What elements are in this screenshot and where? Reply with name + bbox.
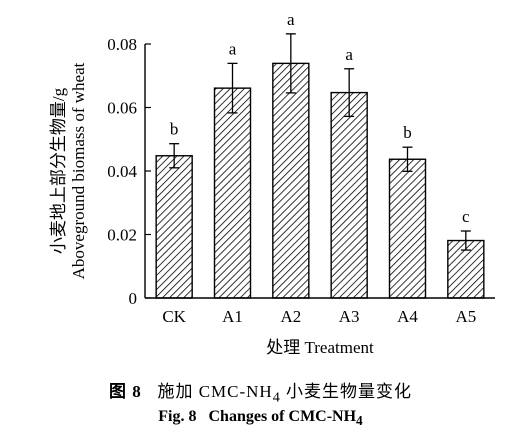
bar-a2 xyxy=(272,62,310,299)
x-tick-label-a5: A5 xyxy=(455,307,476,326)
y-tick-label: 0 xyxy=(129,289,138,308)
bar-ck xyxy=(155,155,193,299)
x-tick-label-a4: A4 xyxy=(397,307,418,326)
significance-label-a4: b xyxy=(403,123,412,142)
x-tick-label-a2: A2 xyxy=(280,307,301,326)
biomass-bar-chart: 0 0.02 0.04 0.06 0.08 b CK a A1 a A2 a A3 b A4 c A5 处理 Tr… xyxy=(49,10,495,357)
significance-label-a3: a xyxy=(345,45,353,64)
y-tick-label: 0.04 xyxy=(107,162,137,181)
significance-label-a2: a xyxy=(287,10,295,29)
x-tick-label-ck: CK xyxy=(162,307,186,326)
y-tick-label: 0.08 xyxy=(107,35,137,54)
x-tick-label-a3: A3 xyxy=(339,307,360,326)
caption-cn-figure-number: 图 8 xyxy=(108,382,142,401)
y-axis-title-chinese: 小麦地上部分生物量/g xyxy=(49,87,68,254)
bar-a1 xyxy=(213,87,252,299)
caption-en-subscript: 4 xyxy=(356,413,363,429)
significance-label-ck: b xyxy=(170,120,179,139)
y-tick-label: 0.02 xyxy=(107,226,137,245)
figure-caption-english: Fig. 8 Changes of CMC-NH4 xyxy=(0,408,521,429)
caption-cn-suffix: 小麦生物量变化 xyxy=(280,382,413,401)
significance-label-a1: a xyxy=(229,39,237,58)
bar-a3 xyxy=(330,91,368,299)
significance-label-a5: c xyxy=(462,207,470,226)
x-axis-title: 处理 Treatment xyxy=(266,338,374,357)
y-tick-label: 0.06 xyxy=(107,99,137,118)
figure-caption-chinese: 图 8 施加 CMC-NH4 小麦生物量变化 xyxy=(0,377,521,406)
x-tick-label-a1: A1 xyxy=(222,307,243,326)
caption-cn-subscript: 4 xyxy=(272,389,281,406)
caption-cn-text: 施加 CMC-NH xyxy=(157,382,273,401)
caption-en-text: Changes of CMC-NH xyxy=(208,408,357,425)
caption-en-figure-number: Fig. 8 xyxy=(158,408,197,425)
y-axis-title-english: Aboveground biomass of wheat xyxy=(69,62,88,279)
bar-a4 xyxy=(388,158,427,299)
